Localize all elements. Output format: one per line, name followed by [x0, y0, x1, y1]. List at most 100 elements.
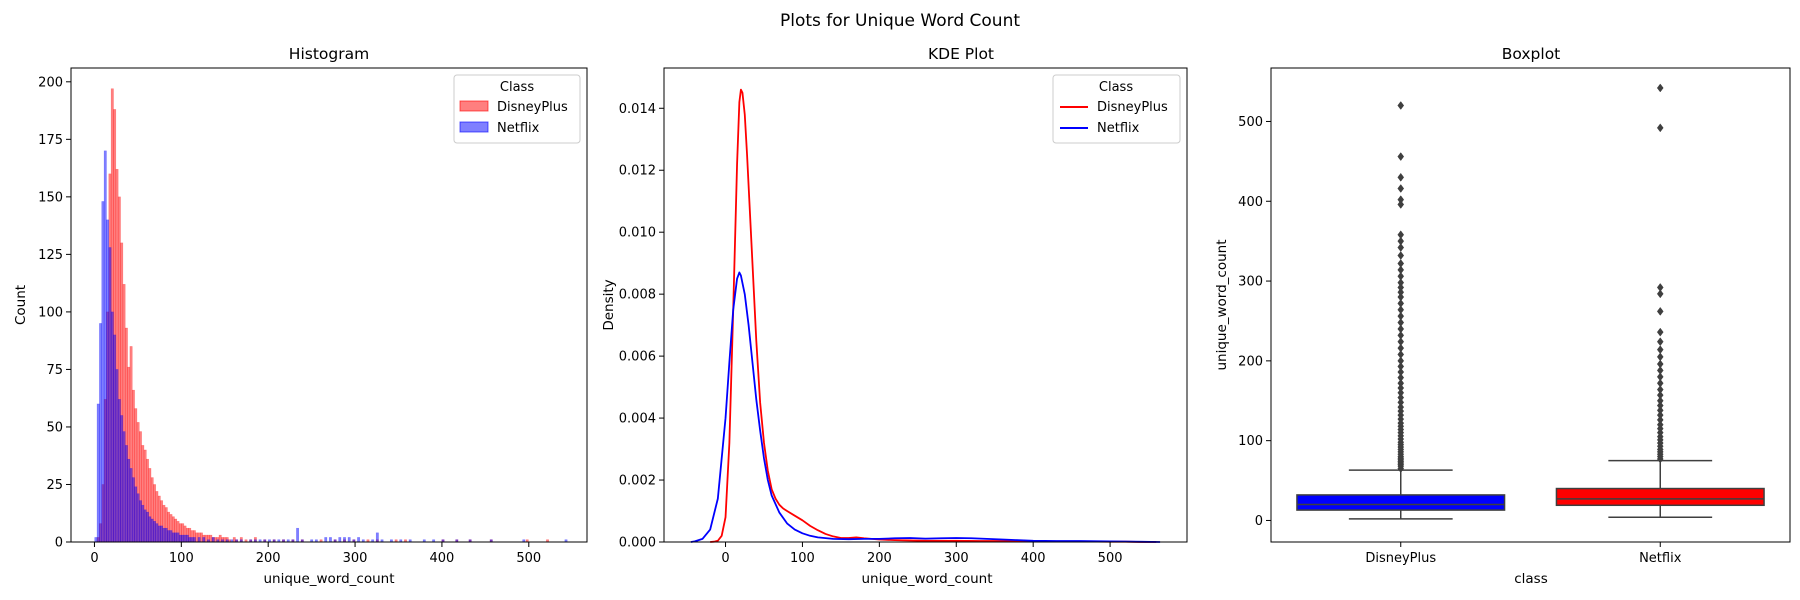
- histogram-xtick-label: 500: [516, 551, 541, 566]
- boxplot-outlier-disneyplus: [1397, 251, 1405, 260]
- boxplot-outlier-disneyplus: [1397, 318, 1405, 327]
- kde-ytick-label: 0.008: [619, 288, 656, 303]
- kde-panel: KDE Plot 0 100 200 300 400 500 0.000 0.002 0.004…: [601, 45, 1188, 587]
- boxplot-outlier-disneyplus: [1397, 283, 1405, 292]
- histogram-ticks: 0 100 200 300 400 500 0 25 50 75 100 125 150 175 200: [38, 75, 541, 566]
- histogram-bar-netflix: [139, 500, 142, 543]
- boxplot-outlier-disneyplus: [1397, 367, 1405, 377]
- kde-xtick-label: 0: [721, 551, 729, 566]
- histogram-bar-netflix: [120, 415, 124, 543]
- boxplot-outlier-disneyplus: [1397, 265, 1405, 275]
- histogram-bar-netflix: [99, 323, 103, 543]
- boxplot-box-disneyplus: [1296, 494, 1506, 511]
- boxplot-outlier-disneyplus: [1397, 230, 1405, 240]
- kde-ylabel: Density: [601, 279, 617, 330]
- boxplot-outlier-disneyplus: [1397, 330, 1405, 340]
- boxplot-outlier-disneyplus: [1397, 172, 1405, 182]
- boxplot-outlier-disneyplus: [1397, 397, 1405, 407]
- boxplot-outlier-disneyplus: [1397, 378, 1405, 388]
- histogram-ytick-label: 75: [46, 363, 63, 378]
- boxplot-outlier-disneyplus: [1397, 337, 1405, 347]
- histogram-bar-netflix: [96, 403, 100, 543]
- kde-legend-title: Class: [1099, 80, 1133, 95]
- histogram-bar-netflix: [122, 431, 126, 543]
- histogram-legend-swatch-disneyplus: [459, 100, 489, 112]
- boxplot-axes-frame: [1270, 67, 1791, 543]
- histogram-bar-disneyplus: [195, 532, 199, 543]
- histogram-bar-netflix: [148, 516, 152, 543]
- histogram-ytick-label: 0: [55, 536, 63, 551]
- boxplot-ytick-label: 300: [1238, 275, 1263, 290]
- kde-xtick-label: 300: [944, 551, 969, 566]
- histogram-bar-netflix: [129, 468, 133, 543]
- kde-line-disneyplus: [710, 88, 1157, 543]
- histogram-legend-swatch-netflix: [459, 121, 489, 133]
- histogram-legend: Class DisneyPlus Netflix: [453, 74, 581, 144]
- boxplot-outlier-disneyplus: [1397, 259, 1405, 268]
- histogram-bar-netflix: [185, 534, 189, 543]
- boxplot-outlier-disneyplus: [1397, 343, 1405, 353]
- boxplot-outlier-disneyplus: [1397, 236, 1405, 246]
- kde-ytick-label: 0.012: [619, 164, 656, 179]
- kde-ytick-label: 0.002: [619, 474, 656, 489]
- boxplot-outlier-disneyplus: [1397, 356, 1405, 366]
- boxplot-outlier-disneyplus: [1397, 362, 1405, 371]
- histogram-bar-netflix: [136, 493, 140, 543]
- kde-legend: Class DisneyPlus Netflix: [1052, 74, 1181, 144]
- boxplot-ytick-label: 200: [1238, 354, 1263, 369]
- boxplot-outlier-netflix: [1656, 366, 1664, 375]
- histogram-xtick-label: 100: [169, 551, 194, 566]
- boxplot-outlier-disneyplus: [1397, 292, 1405, 302]
- histogram-bar-disneyplus: [204, 534, 208, 543]
- boxplot-title: Boxplot: [1502, 45, 1561, 63]
- kde-legend-label-netflix: Netflix: [1097, 121, 1140, 136]
- histogram-bar-netflix: [134, 486, 138, 543]
- boxplot-outlier-netflix: [1656, 283, 1664, 292]
- boxplot-outlier-netflix: [1656, 327, 1664, 337]
- histogram-bar-netflix: [296, 527, 300, 543]
- histogram-bar-netflix: [150, 518, 154, 543]
- boxplot-outlier-netflix: [1656, 420, 1664, 430]
- histogram-bar-netflix: [192, 537, 196, 543]
- boxplot-ytick-label: 100: [1238, 434, 1263, 449]
- boxplot-outlier-netflix: [1656, 345, 1664, 355]
- histogram-bar-netflix: [190, 537, 194, 543]
- boxplot-outlier-disneyplus: [1397, 388, 1405, 398]
- histogram-xtick-label: 300: [343, 551, 368, 566]
- kde-plot-area: [690, 88, 1161, 543]
- histogram-bar-netflix: [167, 530, 171, 543]
- boxplot-ytick-label: 500: [1238, 115, 1263, 130]
- boxplot-outlier-netflix: [1656, 415, 1664, 425]
- histogram-axes-frame: [70, 67, 588, 543]
- histogram-bar-netflix: [110, 311, 114, 543]
- boxplot-outlier-netflix: [1656, 390, 1664, 400]
- histogram-bar-netflix: [127, 458, 131, 543]
- figure-suptitle: Plots for Unique Word Count: [780, 11, 1020, 31]
- histogram-bar-netflix: [153, 521, 156, 543]
- boxplot-outlier-netflix: [1656, 385, 1664, 395]
- histogram-bar-netflix: [155, 523, 159, 543]
- histogram-bar-netflix: [115, 369, 119, 543]
- boxplot-outlier-disneyplus: [1397, 200, 1405, 209]
- histogram-legend-label-disneyplus: DisneyPlus: [497, 100, 568, 115]
- histogram-xtick-label: 0: [90, 551, 98, 566]
- histogram-xtick-label: 200: [256, 551, 281, 566]
- histogram-bar-netflix: [183, 534, 187, 543]
- histogram-legend-label-netflix: Netflix: [497, 121, 540, 136]
- boxplot-outlier-disneyplus: [1397, 271, 1405, 281]
- histogram-bar-netflix: [108, 247, 112, 543]
- boxplot-outlier-disneyplus: [1397, 298, 1405, 308]
- boxplot-outlier-netflix: [1656, 410, 1664, 420]
- histogram-bar-netflix: [169, 530, 173, 543]
- boxplot-outlier-netflix: [1656, 337, 1664, 347]
- histogram-bar-netflix: [176, 532, 180, 543]
- boxplot-outlier-netflix: [1656, 405, 1664, 415]
- histogram-ytick-label: 150: [38, 190, 63, 205]
- boxplot-outlier-disneyplus: [1397, 383, 1405, 393]
- kde-line-netflix: [690, 271, 1161, 543]
- boxplot-ytick-label: 0: [1255, 514, 1263, 529]
- histogram-plot-area: [94, 88, 568, 543]
- histogram-bar-netflix: [117, 399, 121, 543]
- boxplot-outlier-disneyplus: [1397, 393, 1405, 402]
- histogram-bar-netflix: [164, 527, 168, 543]
